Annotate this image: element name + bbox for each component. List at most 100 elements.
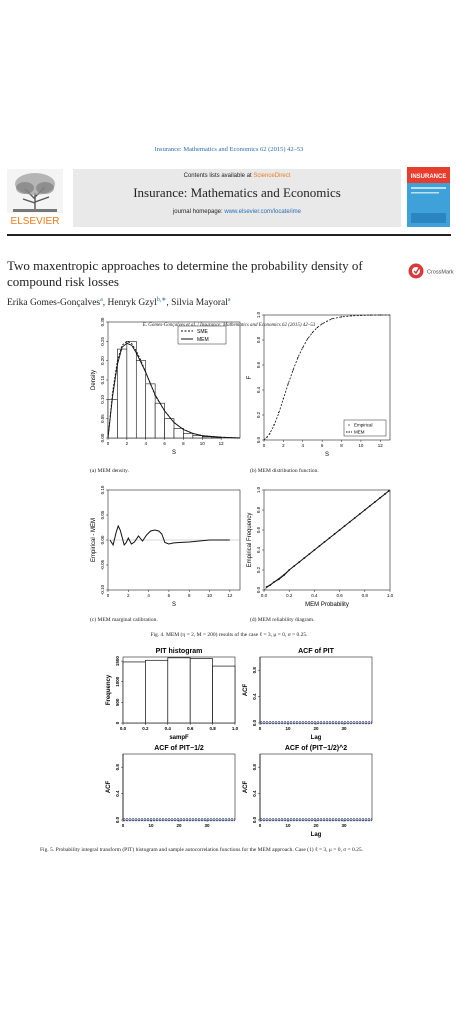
x-tick-label: 30: [341, 823, 347, 828]
y-tick-label: 0.4: [115, 790, 120, 797]
data-point: [298, 561, 301, 563]
data-point: [287, 383, 289, 385]
data-point: [338, 529, 341, 531]
y-tick-label: 0.8: [256, 336, 261, 343]
author-affiliation-marker[interactable]: a: [227, 297, 231, 303]
y-tick-label: 0.8: [252, 667, 257, 674]
y-tick-label: 0.4: [252, 790, 257, 797]
y-axis-label: Density: [91, 370, 97, 390]
data-point: [353, 517, 356, 519]
y-tick-label: 0.0: [256, 436, 261, 443]
x-tick-label: 10: [200, 441, 206, 446]
elsevier-tree-icon: ELSEVIER: [7, 169, 63, 227]
data-point: [348, 521, 351, 523]
x-tick-label: 4: [302, 443, 305, 448]
homepage-link[interactable]: www.elsevier.com/locate/ime: [224, 209, 302, 215]
y-tick-label: 1000: [115, 676, 120, 687]
x-tick-label: 12: [227, 593, 233, 598]
histogram-bar: [183, 433, 194, 439]
y-tick-label: 0.10: [100, 394, 105, 403]
journal-title: Insurance: Mathematics and Economics: [133, 185, 341, 200]
y-axis-label: Empirical - MEM: [91, 518, 97, 562]
data-point: [328, 537, 331, 539]
x-tick-label: 2: [127, 593, 130, 598]
y-tick-label: 0.0: [252, 816, 257, 823]
data-point: [269, 584, 272, 586]
x-tick-label: 8: [182, 441, 185, 446]
data-point: [269, 433, 271, 435]
data-point: [303, 557, 306, 559]
x-axis-label: Lag: [311, 832, 322, 838]
histogram-bar: [167, 657, 191, 724]
x-tick-label: 0: [122, 823, 125, 828]
fig4c-caption: (c) MEM marginal calibration.: [90, 617, 158, 623]
author-affiliation-marker[interactable]: a: [100, 297, 103, 303]
x-tick-label: 0.8: [362, 593, 369, 598]
plot-frame: [263, 489, 391, 591]
x-tick-label: 0: [107, 593, 110, 598]
data-point: [370, 314, 372, 316]
data-point: [318, 545, 321, 547]
x-tick-label: 8: [188, 593, 191, 598]
sciencedirect-link[interactable]: ScienceDirect: [253, 173, 291, 179]
data-point: [363, 509, 366, 511]
x-tick-label: 10: [358, 443, 364, 448]
x-axis-label: S: [172, 450, 176, 456]
histogram-bar: [192, 435, 203, 439]
x-tick-label: 0.0: [261, 593, 268, 598]
y-tick-label: 0.8: [115, 764, 120, 771]
data-point: [358, 513, 361, 515]
fig4c-chart: 0 2 4 6 8 10 12 -0.10 -0.05 0.00 0.05 0.10 S Empirica…: [91, 485, 241, 608]
running-header: E. Gomes-Gonçalves et al. / Insurance: M…: [142, 323, 316, 328]
author-name[interactable]: Erika Gomes-Gonçalves: [7, 298, 101, 309]
author-list: Erika Gomes-Gonçalvesa, Henryk Gzylb,∗, …: [7, 297, 231, 309]
series-mem: [263, 314, 390, 441]
author-name[interactable]: Silvia Mayoral: [171, 298, 228, 309]
data-point: [302, 346, 304, 349]
contents-line: Contents lists available at ScienceDirec…: [183, 173, 291, 179]
data-point: [316, 326, 318, 329]
x-tick-label: 20: [176, 823, 182, 828]
x-tick-label: 2: [282, 443, 285, 448]
data-point: [384, 493, 386, 495]
x-tick-label: 30: [341, 726, 347, 731]
crossmark-badge[interactable]: CrossMark: [408, 262, 454, 285]
histogram-bar: [126, 341, 137, 439]
x-tick-label: 10: [148, 823, 154, 828]
y-tick-label: 0.2: [256, 411, 261, 418]
x-tick-label: 1.0: [232, 726, 239, 731]
author-affiliation-marker[interactable]: b,∗: [156, 297, 167, 303]
cover-title: INSURANCE: [411, 174, 447, 180]
data-point: [373, 501, 376, 503]
x-tick-label: 6: [163, 441, 166, 446]
data-point: [307, 338, 309, 340]
histogram-bar: [212, 665, 236, 724]
x-tick-label: 8: [340, 443, 343, 448]
data-point: [321, 323, 323, 325]
x-tick-label: 6: [321, 443, 324, 448]
chart-title: PIT histogram: [156, 648, 203, 655]
publisher-name: ELSEVIER: [11, 216, 60, 227]
y-tick-label: 0.8: [252, 764, 257, 771]
journal-cover: INSURANCE: [407, 167, 450, 227]
x-tick-label: 0.6: [187, 726, 194, 731]
data-point: [360, 314, 362, 316]
elsevier-logo[interactable]: ELSEVIER: [7, 169, 63, 227]
histogram-bar: [107, 399, 118, 439]
author-name[interactable]: Henryk Gzyl: [107, 298, 157, 309]
data-point: [282, 398, 284, 400]
data-point: [278, 578, 281, 580]
data-point: [266, 436, 268, 439]
legend-swatch-empirical: [348, 424, 350, 426]
journal-reference[interactable]: Insurance: Mathematics and Economics 62 …: [154, 146, 304, 153]
y-tick-label: 0.15: [100, 375, 105, 384]
x-tick-label: 0.4: [311, 593, 318, 598]
x-tick-label: 0: [263, 443, 266, 448]
y-tick-label: 0.05: [100, 510, 105, 519]
data-point: [343, 525, 346, 527]
x-axis-label: Lag: [311, 735, 322, 741]
y-tick-label: 1.0: [256, 311, 261, 318]
data-point: [277, 411, 280, 414]
fig4-caption: Fig. 4. MEM (η = 2, M = 200) results of …: [150, 632, 308, 638]
data-point: [265, 586, 268, 588]
